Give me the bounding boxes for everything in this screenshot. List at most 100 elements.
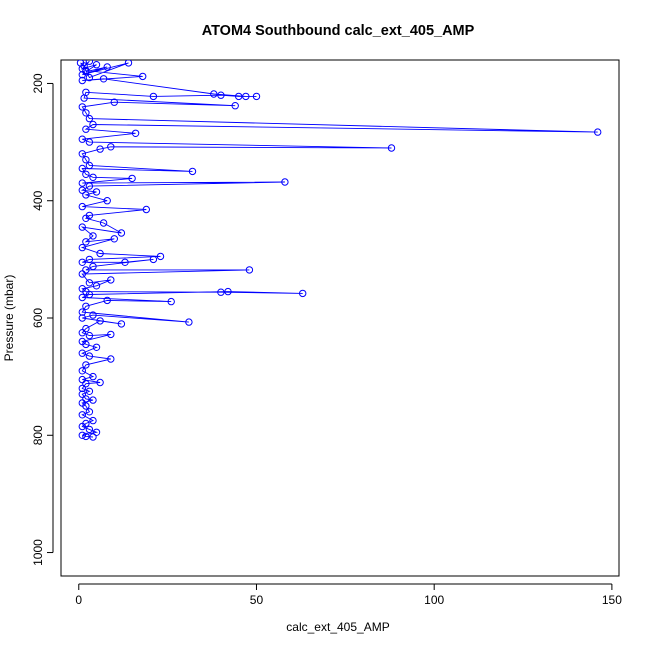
- data-point-106: [82, 380, 90, 388]
- data-point-55: [99, 219, 108, 227]
- data-point-120: [92, 428, 101, 436]
- data-point-78: [299, 289, 307, 298]
- data-point-33: [387, 144, 396, 152]
- data-point-111: [89, 396, 97, 404]
- x-tick-label-50: 50: [250, 593, 264, 607]
- data-point-50: [103, 197, 111, 205]
- data-point-10: [82, 66, 90, 75]
- data-point-31: [78, 135, 87, 143]
- data-point-74: [92, 282, 101, 290]
- data-point-38: [85, 161, 94, 170]
- data-point-6: [103, 63, 111, 71]
- x-tick-label-150: 150: [602, 593, 622, 607]
- data-point-48: [92, 188, 101, 196]
- data-point-34: [107, 143, 115, 151]
- x-axis: 0 50 100 150: [75, 583, 622, 607]
- data-point-73: [107, 276, 115, 284]
- data-point-119: [85, 425, 94, 434]
- data-point-81: [78, 293, 87, 302]
- data-point-22: [231, 102, 239, 110]
- data-point-94: [107, 330, 115, 339]
- data-point-114: [85, 408, 94, 416]
- series-line: [80, 60, 598, 438]
- data-point-121: [78, 431, 87, 439]
- data-point-69: [82, 266, 90, 274]
- data-point-56: [117, 229, 126, 237]
- data-point-84: [82, 302, 90, 310]
- data-point-27: [594, 128, 602, 136]
- data-point-86: [185, 318, 193, 326]
- data-point-103: [89, 372, 97, 381]
- data-point-92: [78, 329, 87, 337]
- data-point-116: [89, 416, 97, 425]
- data-point-97: [92, 343, 101, 351]
- data-point-90: [96, 317, 104, 325]
- data-point-105: [96, 378, 104, 387]
- data-point-89: [117, 320, 126, 328]
- data-point-108: [85, 387, 94, 395]
- data-point-101: [82, 361, 90, 369]
- data-point-8: [124, 60, 133, 67]
- data-point-118: [78, 422, 87, 431]
- data-point-18: [217, 91, 225, 99]
- data-point-32: [85, 138, 94, 146]
- data-point-83: [103, 296, 111, 305]
- data-point-91: [82, 324, 90, 333]
- data-point-62: [96, 249, 104, 258]
- data-point-35: [96, 145, 104, 153]
- data-point-58: [89, 232, 97, 240]
- data-point-98: [78, 349, 87, 357]
- data-point-7: [78, 71, 87, 79]
- x-tick-label-100: 100: [424, 593, 444, 607]
- data-point-23: [110, 98, 119, 106]
- y-tick-label-800: 800: [31, 425, 45, 445]
- data-point-41: [82, 170, 90, 179]
- data-point-30: [131, 129, 140, 138]
- plot-frame: [60, 59, 620, 577]
- data-point-15: [242, 92, 250, 101]
- data-point-115: [78, 411, 87, 419]
- data-point-100: [107, 355, 115, 363]
- data-point-77: [217, 288, 225, 296]
- y-tick-label-600: 600: [31, 308, 45, 328]
- data-point-44: [78, 179, 87, 187]
- data-point-46: [85, 182, 94, 190]
- data-point-72: [85, 279, 94, 287]
- data-point-65: [78, 258, 87, 266]
- data-point-51: [78, 202, 87, 211]
- data-point-71: [78, 270, 87, 278]
- data-point-39: [188, 167, 197, 176]
- data-point-12: [78, 76, 87, 85]
- data-point-63: [156, 252, 165, 261]
- y-tick-label-400: 400: [31, 190, 45, 210]
- data-point-59: [82, 238, 90, 246]
- data-point-40: [78, 164, 87, 173]
- data-point-66: [121, 258, 129, 266]
- data-point-9: [85, 73, 94, 82]
- data-point-109: [78, 390, 87, 398]
- chart-title: ATOM4 Southbound calc_ext_405_AMP: [202, 23, 475, 39]
- data-point-36: [78, 150, 87, 158]
- data-point-45: [281, 178, 289, 186]
- y-axis-label: Pressure (mbar): [2, 275, 16, 362]
- data-point-104: [78, 375, 87, 384]
- data-point-43: [128, 174, 136, 183]
- data-point-88: [78, 314, 87, 322]
- data-point-123: [89, 433, 97, 441]
- data-point-28: [89, 120, 97, 129]
- data-point-70: [245, 266, 254, 274]
- data-point-87: [89, 311, 97, 319]
- y-tick-label-200: 200: [31, 73, 45, 93]
- data-point-37: [82, 156, 90, 164]
- data-point-17: [235, 92, 243, 101]
- data-point-67: [149, 255, 158, 264]
- data-point-16: [252, 92, 261, 101]
- data-point-26: [85, 114, 94, 123]
- data-point-57: [78, 223, 87, 231]
- x-axis-label: calc_ext_405_AMP: [286, 620, 389, 634]
- data-point-102: [78, 367, 87, 375]
- data-point-49: [82, 191, 90, 199]
- data-point-82: [167, 297, 175, 306]
- data-point-52: [142, 205, 151, 214]
